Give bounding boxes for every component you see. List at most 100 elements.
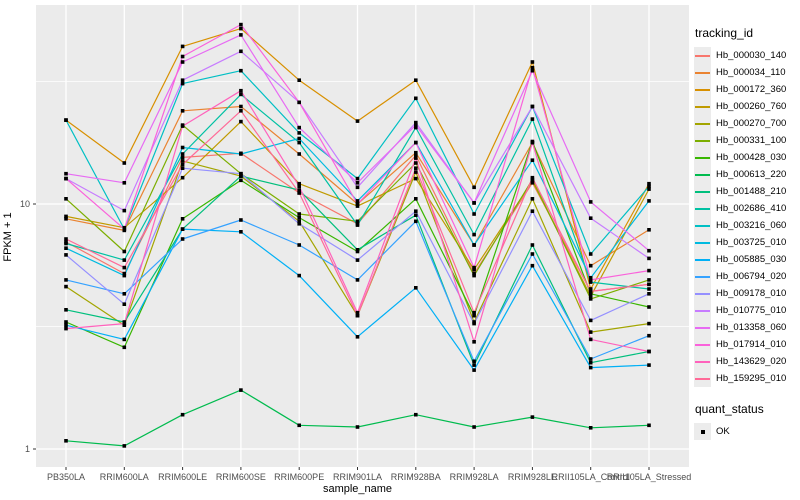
data-point <box>414 120 418 125</box>
data-point <box>647 349 651 354</box>
data-point <box>530 197 535 201</box>
line-swatch-icon <box>695 275 710 278</box>
data-point <box>355 310 360 315</box>
legend-key-line <box>694 234 711 251</box>
data-point <box>64 171 68 176</box>
data-point <box>355 119 360 123</box>
data-point <box>588 330 593 334</box>
data-point <box>122 345 127 350</box>
legend-item-Hb_000030_140: Hb_000030_140 <box>694 47 798 64</box>
legend-item-Hb_143629_020: Hb_143629_020 <box>694 353 798 370</box>
data-point <box>588 289 593 294</box>
data-point <box>472 313 476 318</box>
data-point <box>64 237 68 241</box>
data-point <box>588 287 593 291</box>
data-point <box>355 185 360 190</box>
data-point <box>64 278 68 282</box>
data-point <box>530 263 535 268</box>
data-point <box>472 340 476 344</box>
data-point <box>530 60 535 64</box>
x-tick-label: RRIM928BA <box>391 472 441 482</box>
data-point <box>180 78 185 82</box>
data-point <box>588 294 593 299</box>
data-point <box>588 297 593 301</box>
legend-item-Hb_000270_700: Hb_000270_700 <box>694 115 798 132</box>
line-swatch-icon <box>695 88 710 91</box>
legend-key-line <box>694 183 711 200</box>
data-point <box>297 191 301 195</box>
data-point <box>122 227 127 231</box>
line-swatch-icon <box>695 122 710 125</box>
legend-quant-entries: OK <box>694 423 798 440</box>
data-point <box>530 415 535 419</box>
data-point <box>239 109 243 113</box>
data-point <box>122 271 127 276</box>
legend-item-Hb_009178_010: Hb_009178_010 <box>694 285 798 302</box>
data-point <box>414 286 418 290</box>
data-point <box>472 201 476 205</box>
data-point <box>472 267 476 272</box>
legend-key-line <box>694 81 711 98</box>
data-point <box>530 68 535 73</box>
line-swatch-icon <box>695 343 710 346</box>
legend-item-Hb_003725_010: Hb_003725_010 <box>694 234 798 251</box>
data-point <box>530 104 535 109</box>
data-point <box>64 217 68 221</box>
data-point <box>588 200 593 204</box>
data-point <box>122 249 127 254</box>
data-point <box>530 252 535 256</box>
data-point <box>530 65 535 70</box>
legend-item-label: Hb_003725_010 <box>716 237 787 248</box>
legend-item-Hb_003216_060: Hb_003216_060 <box>694 217 798 234</box>
line-swatch-icon <box>695 241 710 244</box>
data-point <box>297 125 301 130</box>
data-point <box>414 140 418 145</box>
data-point <box>239 22 243 27</box>
data-point <box>180 412 185 417</box>
data-point <box>297 152 301 156</box>
data-point <box>414 166 418 170</box>
data-point <box>239 218 243 222</box>
data-point <box>239 26 243 31</box>
legend-key-line <box>694 353 711 370</box>
data-point <box>122 444 127 448</box>
legend-key-line <box>694 132 711 149</box>
line-swatch-icon <box>695 173 710 176</box>
data-point <box>647 423 651 428</box>
legend-key-line <box>694 115 711 132</box>
data-point <box>180 155 185 160</box>
data-point <box>472 368 476 372</box>
data-point <box>180 227 185 231</box>
data-point <box>647 287 651 291</box>
legend-item-label: Hb_000030_140 <box>716 50 787 61</box>
line-swatch-icon <box>695 309 710 312</box>
data-points <box>64 22 651 448</box>
data-point <box>588 278 593 282</box>
data-point <box>355 425 360 429</box>
legend-item-label: Hb_143629_020 <box>716 356 787 367</box>
data-point <box>297 100 301 105</box>
data-point <box>64 176 68 181</box>
data-point <box>64 118 68 122</box>
legend-item-label: OK <box>716 426 730 437</box>
data-point <box>297 222 301 226</box>
data-point <box>180 217 185 221</box>
legend-tracking-entries: Hb_000030_140 Hb_000034_110 Hb_000172_360 H… <box>694 47 798 387</box>
x-tick-label: RRIM928LA <box>450 472 499 482</box>
data-point <box>472 321 476 326</box>
data-point <box>180 44 185 49</box>
data-point <box>647 282 651 287</box>
data-point <box>239 388 243 392</box>
legend-key-line <box>694 285 711 302</box>
data-point <box>239 171 243 176</box>
data-point <box>414 156 418 160</box>
data-point <box>647 278 651 282</box>
data-point <box>122 161 127 165</box>
x-tick-label: RRIM600SE <box>216 472 266 482</box>
data-point <box>472 212 476 216</box>
data-point <box>297 184 301 189</box>
data-point <box>355 278 360 282</box>
data-point <box>239 104 243 109</box>
